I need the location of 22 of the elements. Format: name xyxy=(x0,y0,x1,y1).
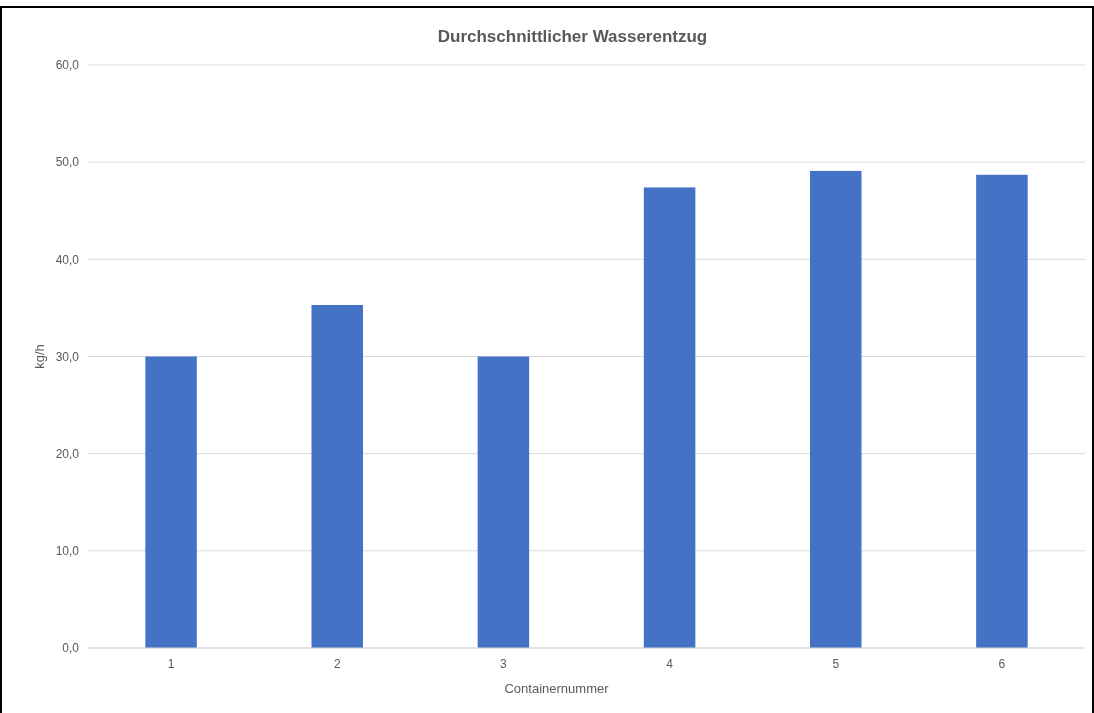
y-tick-label: 40,0 xyxy=(55,252,80,267)
x-tick-label: 3 xyxy=(500,657,508,671)
y-tick-label: 30,0 xyxy=(55,349,80,364)
y-tick-label: 0,0 xyxy=(62,641,80,656)
chart-title: Durchschnittlicher Wasserentzug xyxy=(437,27,708,46)
x-tick-label: 4 xyxy=(666,657,674,671)
y-axis-title: kg/h xyxy=(32,344,47,369)
bar xyxy=(809,170,862,648)
x-axis-title: Containernummer xyxy=(504,681,610,696)
x-tick-label: 6 xyxy=(998,657,1006,671)
y-tick-label: 10,0 xyxy=(55,544,80,559)
bar xyxy=(145,356,197,648)
x-tick-label: 1 xyxy=(167,657,175,671)
bar xyxy=(477,356,530,648)
bar xyxy=(311,305,364,648)
bar xyxy=(976,174,1028,648)
x-tick-label: 2 xyxy=(333,657,341,671)
bar xyxy=(643,187,696,648)
y-tick-label: 50,0 xyxy=(55,155,80,170)
x-tick-label: 5 xyxy=(832,657,840,671)
y-tick-label: 20,0 xyxy=(55,446,80,461)
y-tick-label: 60,0 xyxy=(55,58,80,73)
